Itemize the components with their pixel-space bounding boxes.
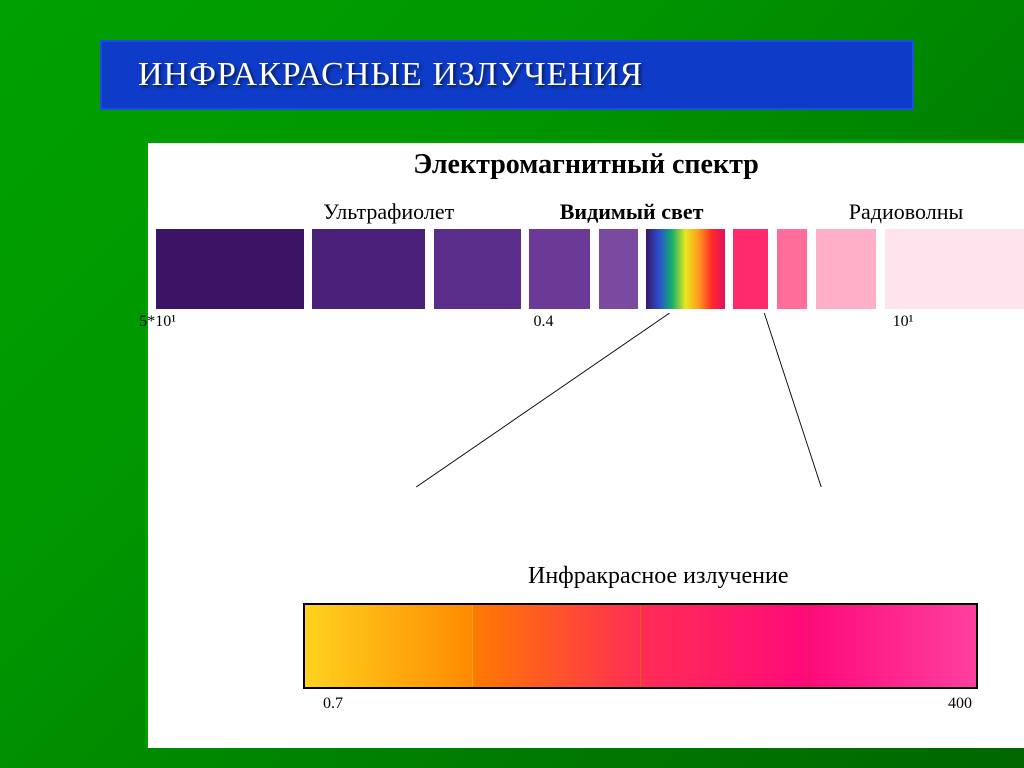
spectrum-block-3 — [529, 229, 590, 309]
spectrum-block-1 — [312, 229, 425, 309]
diagram-panel: Электромагнитный спектр Ультрафиолет Вид… — [145, 140, 1024, 748]
spectrum-block-7 — [777, 229, 807, 309]
spectrum-block-4 — [599, 229, 638, 309]
region-label-visible: Видимый свет — [560, 199, 704, 225]
zoom-guide-lines — [148, 313, 1024, 493]
spectrum-block-2 — [434, 229, 521, 309]
infrared-row — [303, 603, 978, 689]
axis-tick-right: 10¹ — [893, 313, 914, 331]
spectrum-block-9 — [885, 229, 1024, 309]
slide-title-bar: ИНФРАКРАСНЫЕ ИЗЛУЧЕНИЯ — [100, 40, 914, 110]
region-label-uv: Ультрафиолет — [323, 199, 454, 225]
spectrum-row — [156, 229, 1024, 309]
infrared-label: Инфракрасное излучение — [528, 563, 789, 590]
region-labels-row: Ультрафиолет Видимый свет Радиоволны — [148, 199, 1024, 229]
slide-title: ИНФРАКРАСНЫЕ ИЗЛУЧЕНИЯ — [138, 56, 643, 94]
ir-axis-tick-left: 0.7 — [323, 695, 343, 713]
region-label-radio: Радиоволны — [849, 199, 963, 225]
spectrum-block-5 — [646, 229, 724, 309]
chart-title: Электромагнитный спектр — [148, 149, 1024, 181]
infrared-block-1 — [473, 605, 641, 687]
axis-tick-mid: 0.4 — [533, 313, 553, 331]
spectrum-block-8 — [816, 229, 877, 309]
spectrum-axis: 5*10¹ 0.4 10¹ — [148, 309, 1024, 333]
infrared-axis: 0.7 400 — [148, 693, 1024, 717]
spectrum-block-6 — [733, 229, 768, 309]
infrared-block-3 — [809, 605, 976, 687]
spectrum-block-0 — [156, 229, 304, 309]
axis-tick-left: 5*10¹ — [139, 313, 176, 331]
infrared-block-2 — [641, 605, 809, 687]
infrared-block-0 — [305, 605, 473, 687]
ir-axis-tick-right: 400 — [948, 695, 972, 713]
